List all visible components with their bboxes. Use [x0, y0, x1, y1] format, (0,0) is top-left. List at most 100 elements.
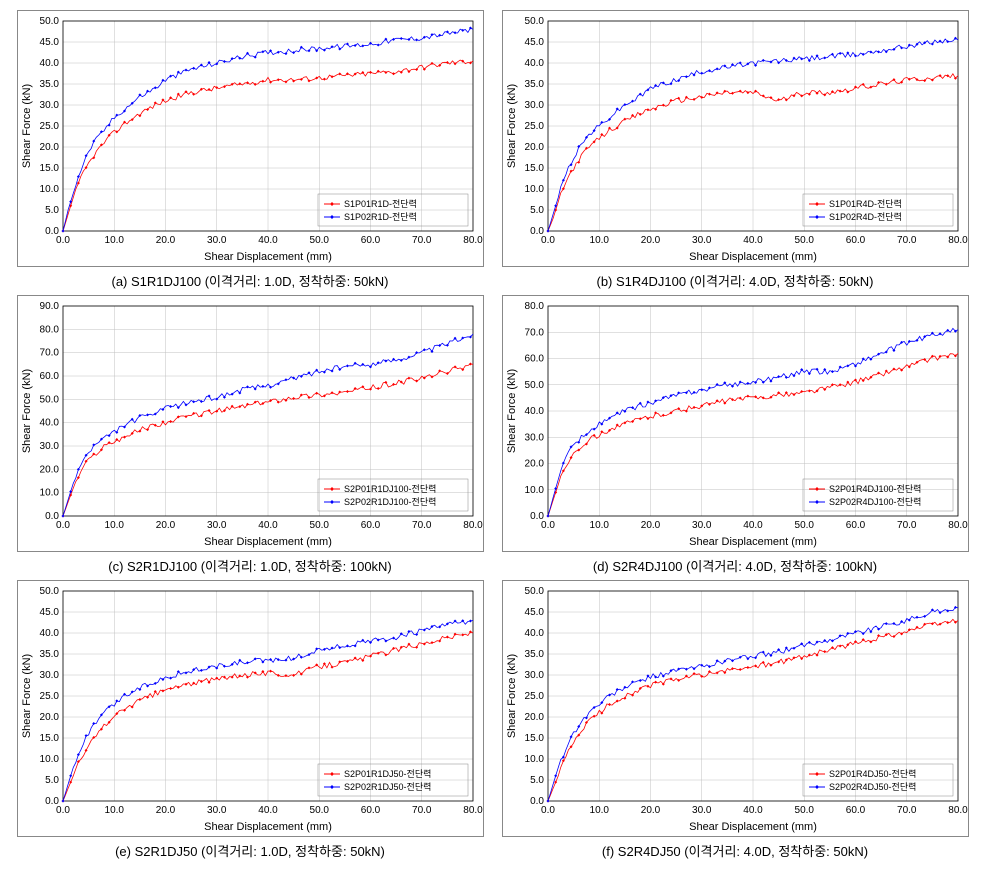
- svg-text:15.0: 15.0: [39, 163, 59, 174]
- chart-b: 0.05.010.015.020.025.030.035.040.045.050…: [502, 10, 969, 267]
- svg-text:30.0: 30.0: [524, 100, 544, 111]
- chart-panel-a: 0.0 5.0 10.0 15.0 20.0 25.0 30.0 35.0 40.0 45.0 50…: [10, 10, 490, 290]
- svg-text:70.0: 70.0: [412, 805, 432, 816]
- svg-text:35.0: 35.0: [39, 79, 59, 90]
- svg-text:10.0: 10.0: [589, 520, 609, 531]
- chart-panel-f: 0.05.010.015.020.025.030.035.040.045.050…: [495, 580, 975, 860]
- svg-text:25.0: 25.0: [524, 691, 544, 702]
- chart-a: 0.0 5.0 10.0 15.0 20.0 25.0 30.0 35.0 40.0 45.0 50…: [17, 10, 484, 267]
- svg-text:Shear Displacement (mm): Shear Displacement (mm): [204, 536, 332, 548]
- svg-text:S2P01R4DJ50-전단력: S2P01R4DJ50-전단력: [829, 768, 916, 779]
- svg-text:10.0: 10.0: [104, 805, 124, 816]
- svg-text:15.0: 15.0: [524, 163, 544, 174]
- svg-text:Shear Displacement (mm): Shear Displacement (mm): [689, 251, 817, 263]
- svg-text:40.0: 40.0: [743, 235, 763, 246]
- svg-text:60.0: 60.0: [845, 235, 865, 246]
- svg-text:40.0: 40.0: [258, 805, 278, 816]
- svg-text:S2P02R4DJ100-전단력: S2P02R4DJ100-전단력: [829, 496, 921, 507]
- svg-text:60.0: 60.0: [845, 805, 865, 816]
- svg-text:40.0: 40.0: [524, 58, 544, 69]
- svg-text:30.0: 30.0: [39, 441, 59, 452]
- caption-f: (f) S2R4DJ50 (이격거리: 4.0D, 정착하중: 50kN): [602, 841, 868, 860]
- svg-text:10.0: 10.0: [39, 184, 59, 195]
- svg-text:S2P02R4DJ50-전단력: S2P02R4DJ50-전단력: [829, 781, 916, 792]
- svg-text:30.0: 30.0: [39, 670, 59, 681]
- svg-text:30.0: 30.0: [524, 670, 544, 681]
- chart-panel-c: 0.010.020.030.040.050.060.070.080.090.00…: [10, 295, 490, 575]
- svg-text:35.0: 35.0: [524, 649, 544, 660]
- caption-d: (d) S2R4DJ100 (이격거리: 4.0D, 정착하중: 100kN): [593, 556, 877, 575]
- svg-text:50.0: 50.0: [794, 805, 814, 816]
- svg-text:20.0: 20.0: [640, 520, 660, 531]
- svg-text:30.0: 30.0: [692, 235, 712, 246]
- svg-text:80.0: 80.0: [948, 235, 968, 246]
- svg-text:45.0: 45.0: [524, 607, 544, 618]
- svg-text:45.0: 45.0: [39, 37, 59, 48]
- svg-text:25.0: 25.0: [39, 121, 59, 132]
- svg-text:50.0: 50.0: [524, 586, 544, 597]
- svg-text:80.0: 80.0: [463, 235, 483, 246]
- svg-text:60.0: 60.0: [360, 805, 380, 816]
- chart-panel-b: 0.05.010.015.020.025.030.035.040.045.050…: [495, 10, 975, 290]
- svg-text:S2P01R1DJ50-전단력: S2P01R1DJ50-전단력: [344, 768, 431, 779]
- svg-text:20.0: 20.0: [155, 520, 175, 531]
- svg-text:50.0: 50.0: [309, 520, 329, 531]
- svg-text:50.0: 50.0: [39, 16, 59, 27]
- svg-text:5.0: 5.0: [45, 775, 59, 786]
- svg-text:15.0: 15.0: [524, 733, 544, 744]
- svg-text:40.0: 40.0: [39, 58, 59, 69]
- svg-text:40.0: 40.0: [743, 520, 763, 531]
- svg-text:45.0: 45.0: [524, 37, 544, 48]
- svg-text:70.0: 70.0: [897, 235, 917, 246]
- svg-text:10.0: 10.0: [39, 754, 59, 765]
- svg-text:30.0: 30.0: [207, 520, 227, 531]
- chart-c: 0.010.020.030.040.050.060.070.080.090.00…: [17, 295, 484, 552]
- svg-text:S1P02R1D-전단력: S1P02R1D-전단력: [344, 211, 417, 222]
- svg-text:80.0: 80.0: [948, 805, 968, 816]
- chart-grid: 0.0 5.0 10.0 15.0 20.0 25.0 30.0 35.0 40.0 45.0 50…: [10, 10, 975, 860]
- svg-text:Shear Force (kN): Shear Force (kN): [506, 84, 518, 168]
- svg-text:50.0: 50.0: [309, 235, 329, 246]
- svg-text:80.0: 80.0: [948, 520, 968, 531]
- svg-text:S2P02R1DJ50-전단력: S2P02R1DJ50-전단력: [344, 781, 431, 792]
- svg-text:40.0: 40.0: [39, 628, 59, 639]
- svg-text:30.0: 30.0: [39, 100, 59, 111]
- svg-text:20.0: 20.0: [640, 805, 660, 816]
- svg-text:35.0: 35.0: [524, 79, 544, 90]
- svg-text:5.0: 5.0: [45, 205, 59, 216]
- svg-text:0.0: 0.0: [541, 520, 555, 531]
- svg-text:Shear Force (kN): Shear Force (kN): [21, 654, 33, 738]
- svg-text:10.0: 10.0: [589, 805, 609, 816]
- svg-text:40.0: 40.0: [258, 520, 278, 531]
- svg-text:50.0: 50.0: [794, 235, 814, 246]
- svg-text:S1P02R4D-전단력: S1P02R4D-전단력: [829, 211, 902, 222]
- svg-text:10.0: 10.0: [524, 754, 544, 765]
- svg-text:Shear Displacement (mm): Shear Displacement (mm): [204, 251, 332, 263]
- svg-text:0.0: 0.0: [56, 805, 70, 816]
- svg-text:10.0: 10.0: [104, 520, 124, 531]
- chart-e: 0.05.010.015.020.025.030.035.040.045.050…: [17, 580, 484, 837]
- svg-text:25.0: 25.0: [39, 691, 59, 702]
- svg-text:70.0: 70.0: [39, 348, 59, 359]
- svg-text:50.0: 50.0: [39, 394, 59, 405]
- svg-text:S1P01R4D-전단력: S1P01R4D-전단력: [829, 198, 902, 209]
- svg-text:S2P02R1DJ100-전단력: S2P02R1DJ100-전단력: [344, 496, 436, 507]
- svg-text:20.0: 20.0: [39, 142, 59, 153]
- svg-text:10.0: 10.0: [524, 485, 544, 496]
- svg-text:20.0: 20.0: [39, 712, 59, 723]
- svg-text:50.0: 50.0: [309, 805, 329, 816]
- svg-text:70.0: 70.0: [412, 235, 432, 246]
- svg-text:30.0: 30.0: [524, 432, 544, 443]
- chart-f: 0.05.010.015.020.025.030.035.040.045.050…: [502, 580, 969, 837]
- svg-text:60.0: 60.0: [845, 520, 865, 531]
- svg-text:20.0: 20.0: [524, 712, 544, 723]
- caption-c: (c) S2R1DJ100 (이격거리: 1.0D, 정착하중: 100kN): [108, 556, 392, 575]
- svg-text:0.0: 0.0: [56, 235, 70, 246]
- svg-text:20.0: 20.0: [155, 235, 175, 246]
- svg-text:30.0: 30.0: [207, 805, 227, 816]
- svg-text:60.0: 60.0: [524, 354, 544, 365]
- chart-panel-e: 0.05.010.015.020.025.030.035.040.045.050…: [10, 580, 490, 860]
- svg-text:40.0: 40.0: [258, 235, 278, 246]
- svg-text:30.0: 30.0: [207, 235, 227, 246]
- svg-text:45.0: 45.0: [39, 607, 59, 618]
